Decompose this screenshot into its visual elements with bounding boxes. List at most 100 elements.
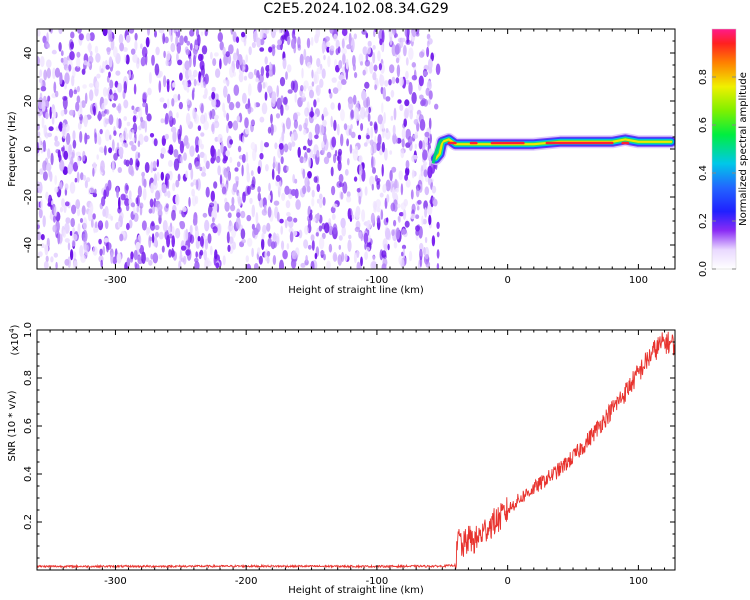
noise-blob — [310, 36, 314, 46]
noise-blob — [216, 223, 221, 236]
noise-blob — [280, 240, 285, 250]
noise-blob — [405, 179, 411, 188]
noise-blob — [240, 228, 246, 240]
noise-blob — [203, 249, 207, 261]
noise-blob — [344, 253, 348, 262]
noise-blob — [88, 188, 91, 195]
noise-blob — [201, 45, 208, 55]
noise-blob — [336, 123, 340, 136]
noise-blob — [180, 245, 187, 251]
noise-blob — [331, 136, 337, 148]
noise-blob — [267, 206, 272, 218]
noise-blob — [93, 105, 96, 116]
noise-blob — [386, 194, 390, 203]
noise-blob — [47, 95, 51, 102]
noise-blob — [301, 92, 306, 99]
noise-blob — [341, 79, 347, 85]
noise-blob — [75, 101, 80, 112]
noise-blob — [153, 235, 158, 248]
noise-blob — [148, 208, 153, 214]
noise-blob — [348, 98, 354, 110]
noise-blob — [379, 192, 384, 198]
noise-blob — [364, 59, 370, 67]
noise-blob — [112, 46, 118, 58]
noise-blob — [179, 72, 183, 81]
noise-blob — [415, 214, 420, 219]
noise-blob — [353, 107, 359, 120]
noise-blob — [53, 215, 56, 223]
noise-blob — [179, 35, 184, 46]
noise-blob — [77, 223, 81, 235]
noise-blob — [399, 77, 404, 87]
noise-blob — [347, 158, 350, 166]
noise-blob — [184, 60, 190, 71]
noise-blob — [364, 251, 368, 260]
noise-blob — [220, 142, 224, 154]
noise-blob — [259, 116, 265, 123]
noise-blob — [132, 137, 136, 142]
noise-blob — [267, 237, 272, 247]
noise-blob — [106, 242, 112, 251]
noise-blob — [102, 245, 106, 256]
noise-blob — [261, 238, 265, 251]
noise-blob — [101, 110, 106, 117]
noise-blob — [222, 79, 227, 84]
noise-blob — [389, 169, 393, 182]
noise-blob — [200, 132, 205, 137]
noise-blob — [47, 194, 53, 207]
noise-blob — [302, 185, 307, 195]
noise-blob — [421, 215, 424, 226]
noise-blob — [277, 162, 281, 175]
noise-blob — [108, 147, 113, 154]
noise-blob — [383, 243, 388, 253]
noise-blob — [133, 249, 138, 261]
noise-blob — [276, 44, 282, 50]
noise-blob — [68, 109, 75, 116]
noise-blob — [266, 256, 270, 264]
colorbar-axis: 0.0 0.2 0.4 0.6 0.8 — [698, 69, 736, 277]
noise-blob — [157, 209, 163, 218]
noise-blob — [287, 142, 292, 151]
noise-blob — [375, 199, 381, 208]
noise-blob — [423, 200, 428, 211]
noise-blob — [419, 51, 425, 58]
noise-blob — [323, 112, 326, 117]
noise-blob — [118, 197, 121, 210]
noise-blob — [388, 79, 392, 86]
noise-blob — [371, 141, 378, 154]
noise-blob — [46, 67, 51, 79]
noise-blob — [326, 151, 332, 159]
noise-blob — [45, 111, 49, 120]
x-tick-label: 0 — [504, 576, 510, 587]
noise-blob — [358, 163, 363, 176]
noise-blob — [316, 57, 321, 68]
noise-blob — [89, 32, 95, 42]
noise-blob — [94, 132, 98, 145]
noise-blob — [122, 47, 128, 52]
noise-blob — [68, 64, 72, 72]
noise-blob — [70, 249, 74, 261]
noise-blob — [158, 253, 163, 260]
noise-blob — [416, 205, 420, 211]
noise-blob — [322, 119, 327, 127]
noise-blob — [255, 212, 259, 225]
noise-blob — [123, 99, 129, 109]
noise-blob — [378, 63, 382, 71]
noise-blob — [226, 124, 229, 134]
noise-blob — [337, 102, 341, 111]
noise-blob — [404, 107, 409, 119]
noise-blob — [95, 80, 100, 90]
noise-blob — [372, 71, 377, 81]
noise-blob — [361, 29, 367, 35]
noise-blob — [395, 136, 398, 144]
noise-blob — [294, 178, 298, 184]
noise-blob — [112, 92, 118, 101]
noise-blob — [372, 45, 376, 50]
y-tick-label: 20 — [23, 95, 34, 108]
noise-blob — [381, 164, 384, 177]
noise-blob — [386, 217, 389, 223]
noise-blob — [293, 119, 298, 129]
noise-blob — [76, 208, 81, 217]
noise-blob — [108, 71, 111, 78]
noise-blob — [96, 132, 101, 145]
